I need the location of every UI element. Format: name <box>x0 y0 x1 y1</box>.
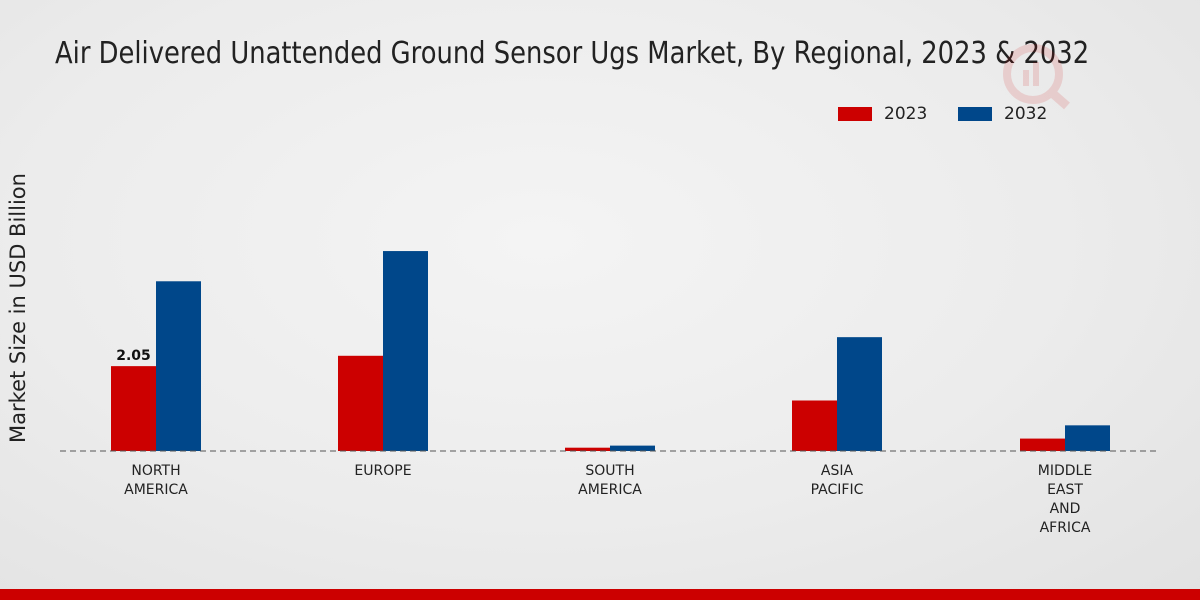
footer-bar <box>0 589 1200 600</box>
bar-2032-north-america <box>156 281 201 451</box>
legend-swatch-2023 <box>838 107 872 121</box>
chart-title: Air Delivered Unattended Ground Sensor U… <box>55 36 1090 71</box>
bar-2023-asia-pacific <box>792 400 837 451</box>
legend-swatch-2032 <box>958 107 992 121</box>
bar-2023-middle-east-and-africa <box>1020 438 1065 451</box>
legend-label-2032: 2032 <box>1004 104 1048 124</box>
bar-2023-europe <box>338 355 383 451</box>
legend-label-2023: 2023 <box>884 104 928 124</box>
data-label-2023-north-america: 2.05 <box>116 348 151 364</box>
bar-2023-north-america <box>111 366 156 451</box>
x-tick-label-south-america: SOUTH AMERICA <box>578 463 642 498</box>
legend-item-2023: 2023 <box>838 104 927 124</box>
bar-2023-south-america <box>565 447 610 451</box>
bar-2032-middle-east-and-africa <box>1065 425 1110 451</box>
bar-2032-europe <box>383 251 428 451</box>
x-tick-label-europe: EUROPE <box>354 463 411 479</box>
bar-2032-asia-pacific <box>837 337 882 451</box>
bar-2032-south-america <box>610 445 655 451</box>
logo-watermark-icon <box>1003 44 1070 110</box>
x-tick-label-north-america: NORTH AMERICA <box>124 463 188 498</box>
x-tick-label-asia-pacific: ASIA PACIFIC <box>811 463 864 498</box>
legend-item-2032: 2032 <box>958 104 1047 124</box>
x-tick-label-middle-east-and-africa: MIDDLE EAST AND AFRICA <box>1038 463 1092 536</box>
